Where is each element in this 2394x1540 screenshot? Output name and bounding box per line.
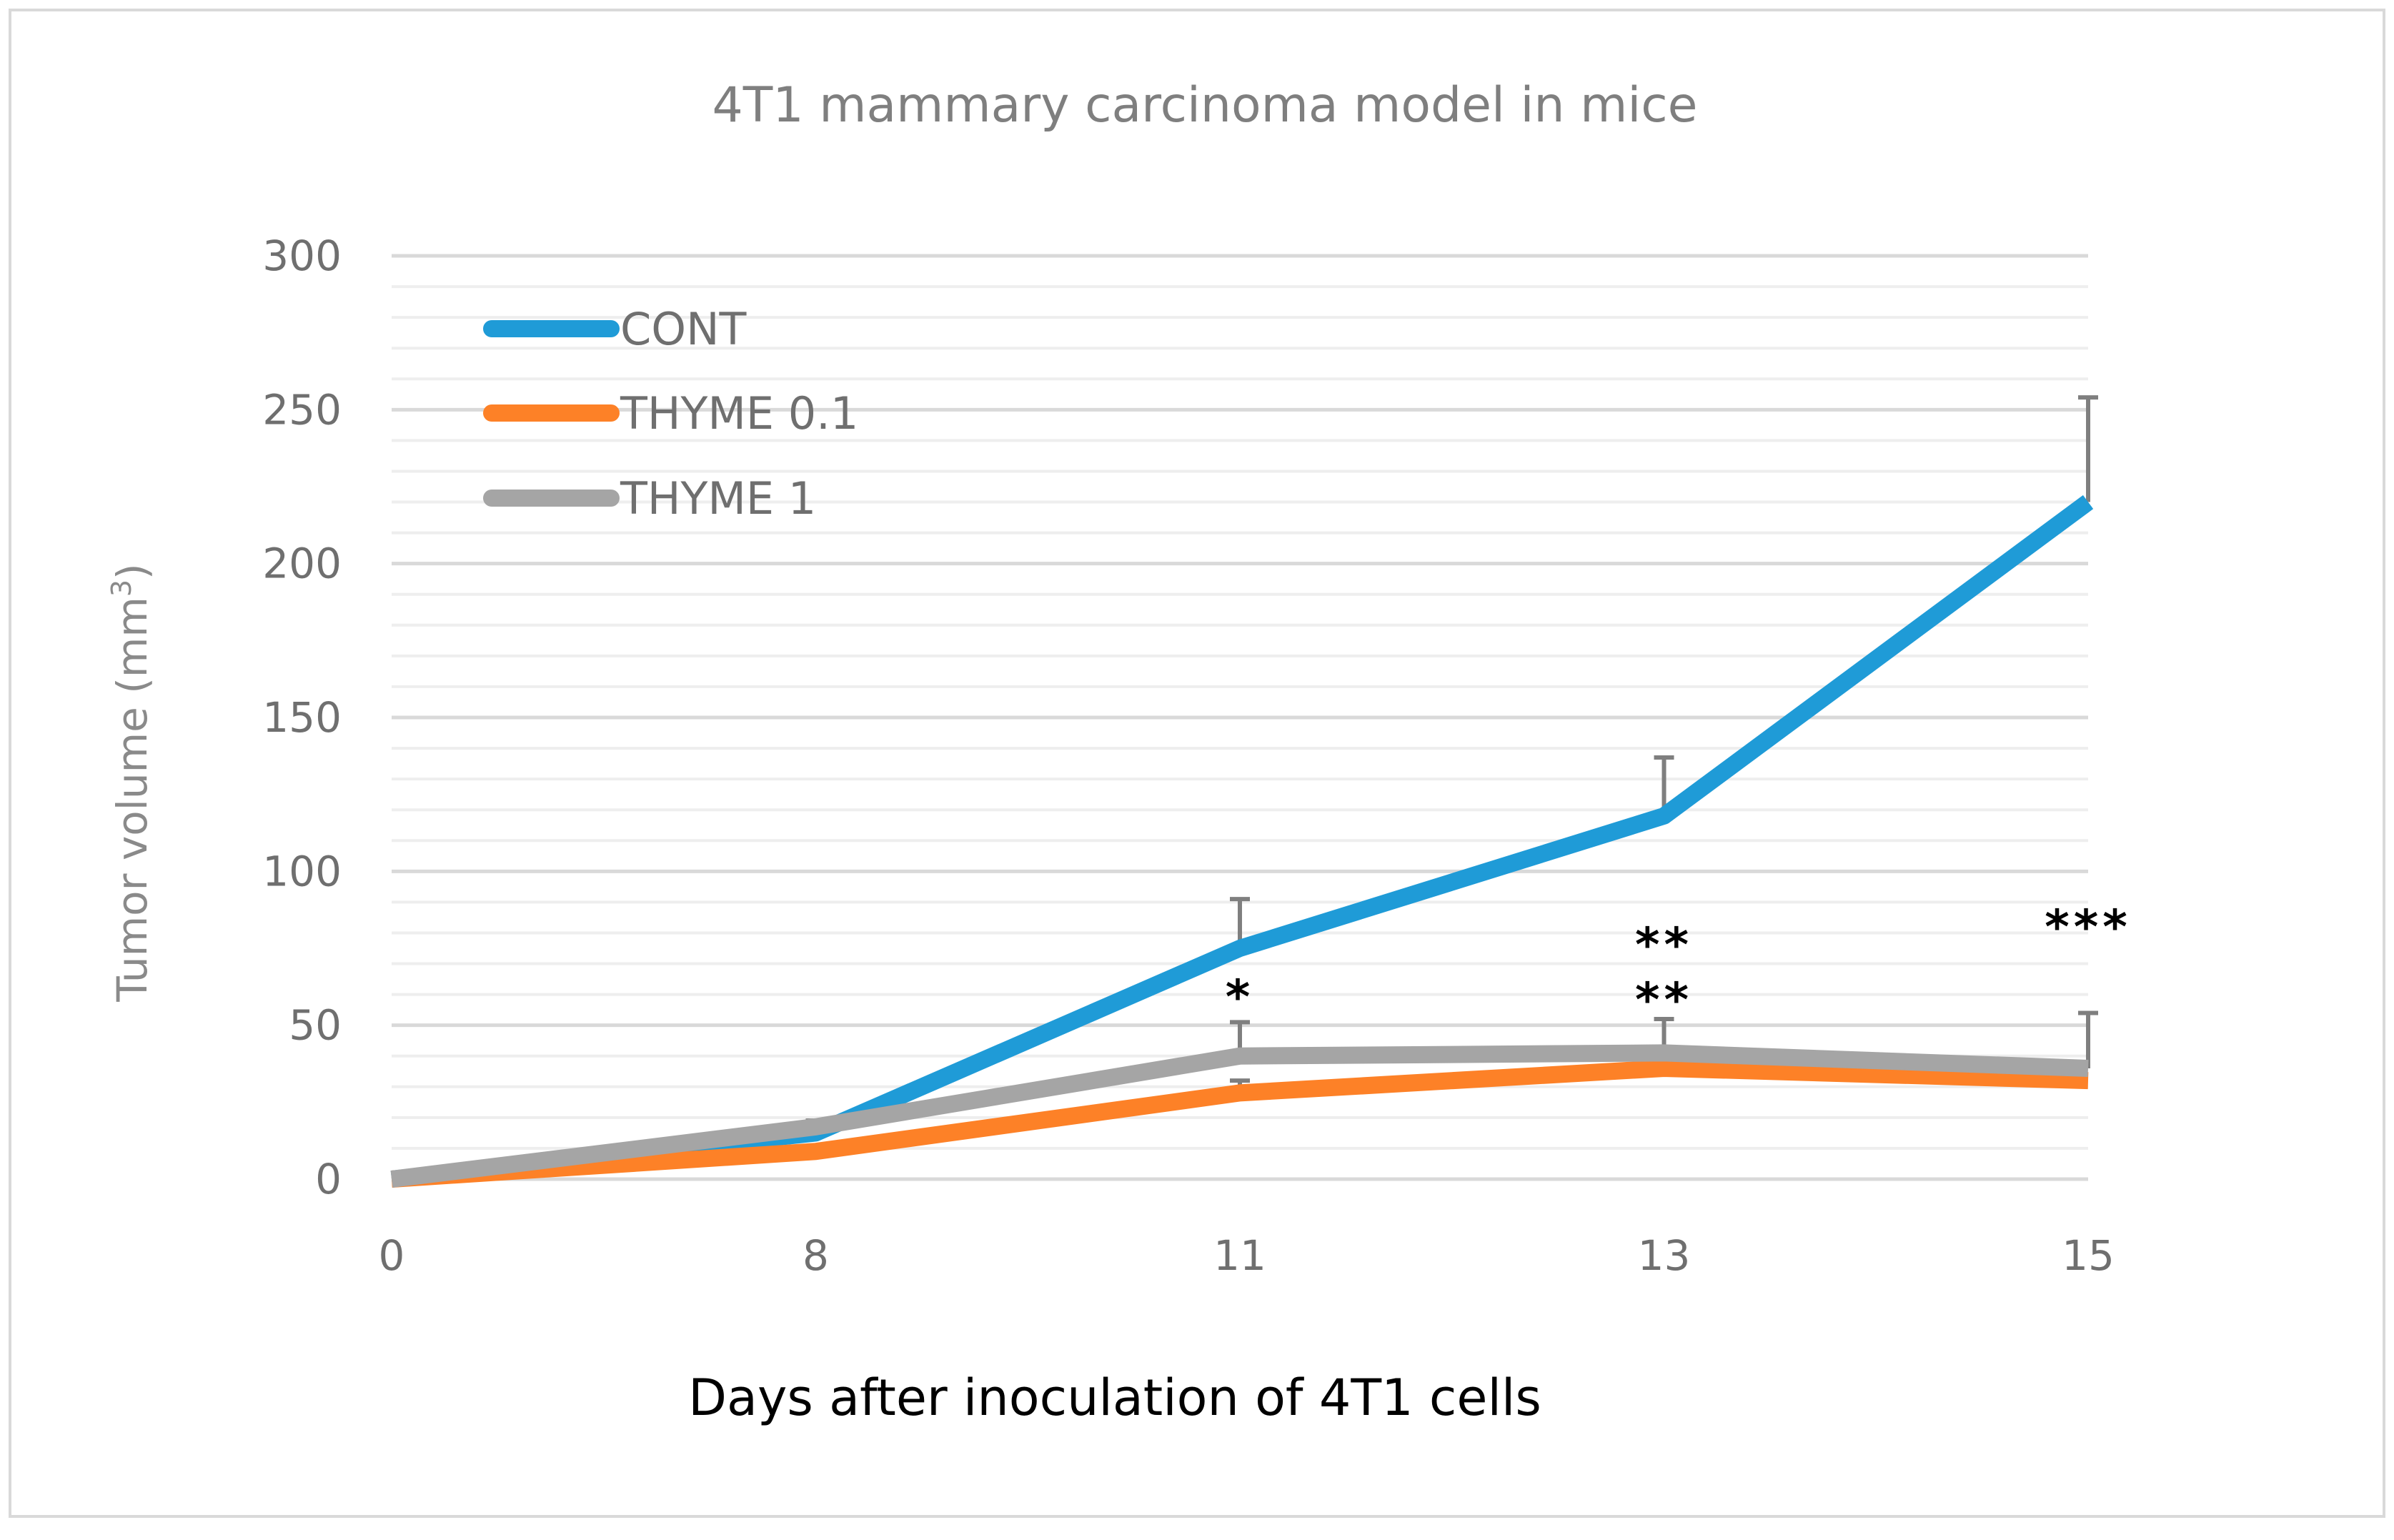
- legend: CONT THYME 0.1 THYME 1: [483, 303, 858, 525]
- significance-marker: ***: [2045, 900, 2132, 955]
- y-axis-ticks: 0 50 100 150 200 250 300: [262, 232, 342, 1203]
- significance-marker: *: [1226, 970, 1255, 1025]
- y-axis-label-end: ): [108, 563, 157, 580]
- significance-annotations: ********: [1226, 900, 2132, 1028]
- x-tick-label: 8: [803, 1231, 829, 1280]
- legend-label-thyme-1: THYME 1: [620, 472, 816, 525]
- x-tick-label: 15: [2062, 1231, 2115, 1280]
- x-axis-ticks: 0 8 11 13 15: [379, 1231, 2115, 1280]
- gridlines: [392, 254, 2088, 1181]
- legend-label-thyme-0-1: THYME 0.1: [620, 387, 858, 439]
- x-tick-label: 11: [1213, 1231, 1266, 1280]
- x-tick-label: 0: [379, 1231, 405, 1280]
- y-tick-label: 100: [262, 847, 342, 895]
- significance-marker: **: [1635, 973, 1693, 1028]
- y-tick-label: 150: [262, 693, 342, 742]
- y-tick-label: 0: [315, 1155, 342, 1203]
- y-axis-label-base: Tumor volume (mm: [108, 597, 157, 1003]
- series-line-thyme-0-1: [391, 1059, 2089, 1188]
- series-line-thyme-1: [390, 1044, 2089, 1188]
- y-tick-label: 200: [262, 540, 342, 588]
- y-tick-label: 50: [289, 1001, 342, 1050]
- chart-frame: [9, 9, 2385, 1518]
- y-tick-label: 300: [262, 232, 342, 280]
- legend-label-cont: CONT: [620, 303, 747, 355]
- x-tick-label: 13: [1638, 1231, 1691, 1280]
- significance-marker: **: [1635, 918, 1693, 973]
- y-tick-label: 250: [262, 385, 342, 434]
- series-lines: [390, 495, 2094, 1188]
- y-axis-label-superscript: 3: [106, 580, 137, 597]
- y-axis-label: Tumor volume (mm3): [106, 563, 157, 1002]
- x-axis-label: Days after inoculation of 4T1 cells: [688, 1368, 1541, 1427]
- chart-title: 4T1 mammary carcinoma model in mice: [712, 77, 1698, 134]
